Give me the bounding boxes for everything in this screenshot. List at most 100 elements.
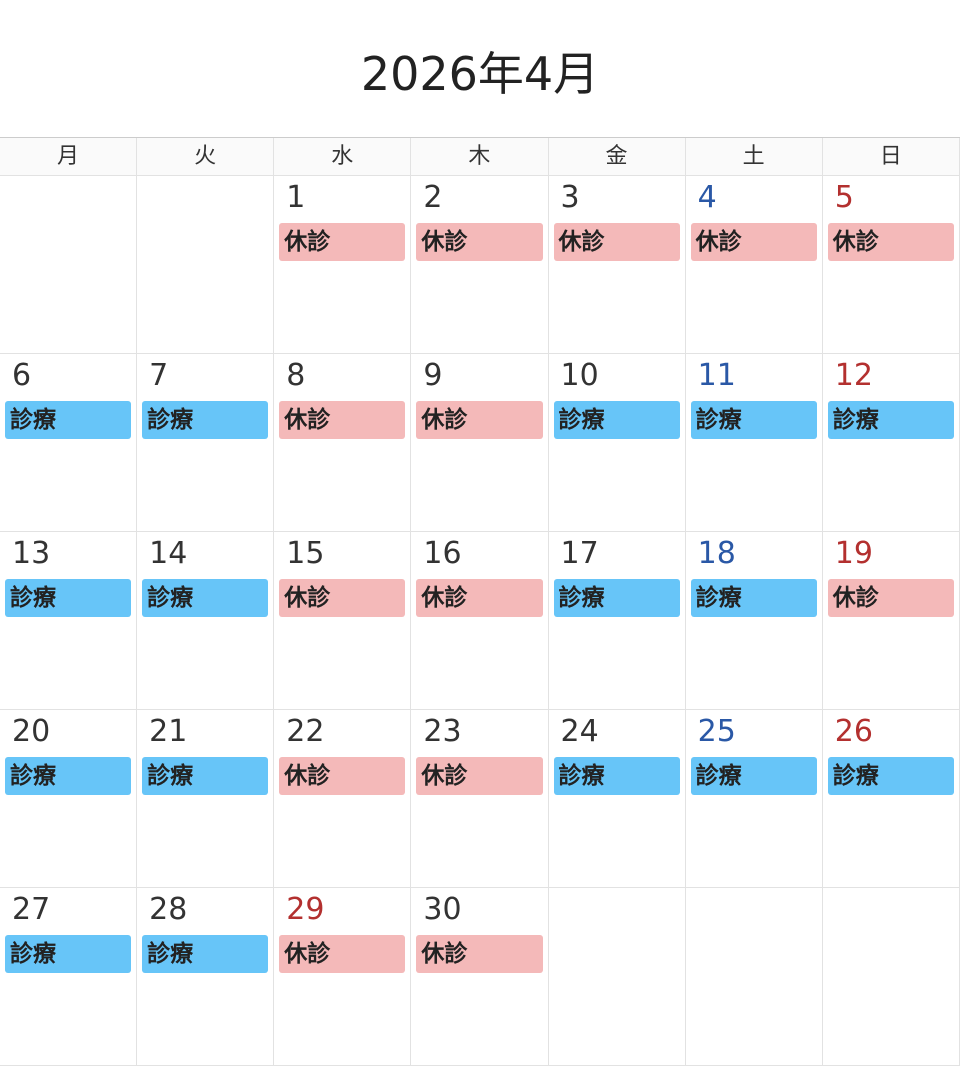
day-cell[interactable]: 14 診療: [137, 532, 275, 709]
week-row: 13 診療 14 診療 15 休診 16 休診 17 診療 18 診療 19 休診: [0, 532, 960, 710]
week-row: 20 診療 21 診療 22 休診 23 休診 24 診療 25 診療 26 診療: [0, 710, 960, 888]
closed-event[interactable]: 休診: [553, 223, 680, 261]
closed-event[interactable]: 休診: [416, 579, 543, 617]
weekday-wed: 水: [274, 138, 412, 175]
empty-cell: [549, 888, 686, 1065]
day-cell[interactable]: 4 休診: [686, 176, 823, 353]
week-row: 27 診療 28 診療 29 休診 30 休診: [0, 888, 960, 1066]
day-cell[interactable]: 30 休診: [411, 888, 549, 1065]
weekday-header: 月 火 水 木 金 土 日: [0, 138, 960, 176]
empty-cell: [823, 888, 960, 1065]
day-cell[interactable]: 9 休診: [411, 354, 549, 531]
calendar-grid: 月 火 水 木 金 土 日 1 休診 2 休診 3 休診 4 休診 5 休診 6 診療 7 診療 8 休診 9 休…: [0, 137, 960, 1066]
day-cell[interactable]: 21 診療: [137, 710, 275, 887]
day-cell[interactable]: 15 休診: [274, 532, 412, 709]
day-number: 23: [423, 714, 462, 749]
open-event[interactable]: 診療: [827, 401, 954, 439]
open-event[interactable]: 診療: [690, 401, 817, 439]
month-title: 2026年4月: [360, 47, 600, 101]
closed-event[interactable]: 休診: [416, 401, 543, 439]
day-number: 24: [560, 714, 599, 749]
day-cell[interactable]: 17 診療: [549, 532, 686, 709]
day-number: 14: [149, 536, 188, 571]
closed-event[interactable]: 休診: [827, 223, 954, 261]
day-cell[interactable]: 26 診療: [823, 710, 960, 887]
closed-event[interactable]: 休診: [279, 757, 406, 795]
day-number: 11: [697, 358, 736, 393]
day-number: 20: [12, 714, 51, 749]
closed-event[interactable]: 休診: [416, 223, 543, 261]
closed-event[interactable]: 休診: [279, 223, 406, 261]
day-cell[interactable]: 18 診療: [686, 532, 823, 709]
day-cell[interactable]: 22 休診: [274, 710, 412, 887]
day-cell[interactable]: 12 診療: [823, 354, 960, 531]
day-cell[interactable]: 24 診療: [549, 710, 686, 887]
closed-event[interactable]: 休診: [416, 935, 543, 973]
day-cell[interactable]: 2 休診: [411, 176, 549, 353]
day-number: 8: [286, 358, 306, 393]
day-number: 19: [834, 536, 873, 571]
day-cell[interactable]: 28 診療: [137, 888, 275, 1065]
day-number: 3: [560, 180, 580, 215]
day-cell[interactable]: 29 休診: [274, 888, 412, 1065]
open-event[interactable]: 診療: [690, 579, 817, 617]
day-cell[interactable]: 7 診療: [137, 354, 275, 531]
day-number: 12: [834, 358, 873, 393]
day-number: 2: [423, 180, 443, 215]
day-cell[interactable]: 23 休診: [411, 710, 549, 887]
day-cell[interactable]: 25 診療: [686, 710, 823, 887]
closed-event[interactable]: 休診: [279, 579, 406, 617]
open-event[interactable]: 診療: [827, 757, 954, 795]
closed-event[interactable]: 休診: [827, 579, 954, 617]
open-event[interactable]: 診療: [553, 579, 680, 617]
day-cell[interactable]: 13 診療: [0, 532, 138, 709]
day-cell[interactable]: 1 休診: [274, 176, 412, 353]
open-event[interactable]: 診療: [553, 401, 680, 439]
open-event[interactable]: 診療: [142, 401, 269, 439]
day-number: 10: [560, 358, 599, 393]
day-cell[interactable]: 8 休診: [274, 354, 412, 531]
weekday-sun: 日: [823, 138, 960, 175]
day-cell[interactable]: 3 休診: [549, 176, 686, 353]
day-number: 17: [560, 536, 599, 571]
open-event[interactable]: 診療: [5, 757, 132, 795]
empty-cell: [686, 888, 823, 1065]
day-number: 6: [12, 358, 32, 393]
closed-event[interactable]: 休診: [279, 401, 406, 439]
open-event[interactable]: 診療: [142, 935, 269, 973]
day-cell[interactable]: 20 診療: [0, 710, 138, 887]
closed-event[interactable]: 休診: [690, 223, 817, 261]
weekday-sat: 土: [686, 138, 823, 175]
day-number: 7: [149, 358, 169, 393]
day-cell[interactable]: 16 休診: [411, 532, 549, 709]
weekday-mon: 月: [0, 138, 138, 175]
day-cell[interactable]: 10 診療: [549, 354, 686, 531]
open-event[interactable]: 診療: [142, 757, 269, 795]
closed-event[interactable]: 休診: [416, 757, 543, 795]
day-number: 5: [834, 180, 854, 215]
day-number: 15: [286, 536, 325, 571]
day-number: 13: [12, 536, 51, 571]
weekday-thu: 木: [411, 138, 549, 175]
day-number: 9: [423, 358, 443, 393]
open-event[interactable]: 診療: [5, 579, 132, 617]
open-event[interactable]: 診療: [5, 401, 132, 439]
weekday-fri: 金: [549, 138, 686, 175]
open-event[interactable]: 診療: [5, 935, 132, 973]
day-cell[interactable]: 27 診療: [0, 888, 138, 1065]
open-event[interactable]: 診療: [690, 757, 817, 795]
closed-event[interactable]: 休診: [279, 935, 406, 973]
day-cell[interactable]: 19 休診: [823, 532, 960, 709]
day-number: 22: [286, 714, 325, 749]
open-event[interactable]: 診療: [553, 757, 680, 795]
week-row: 6 診療 7 診療 8 休診 9 休診 10 診療 11 診療 12 診療: [0, 354, 960, 532]
day-number: 18: [697, 536, 736, 571]
day-cell[interactable]: 6 診療: [0, 354, 138, 531]
day-number: 4: [697, 180, 717, 215]
day-number: 16: [423, 536, 462, 571]
empty-cell: [137, 176, 275, 353]
day-cell[interactable]: 11 診療: [686, 354, 823, 531]
open-event[interactable]: 診療: [142, 579, 269, 617]
day-number: 21: [149, 714, 188, 749]
day-cell[interactable]: 5 休診: [823, 176, 960, 353]
